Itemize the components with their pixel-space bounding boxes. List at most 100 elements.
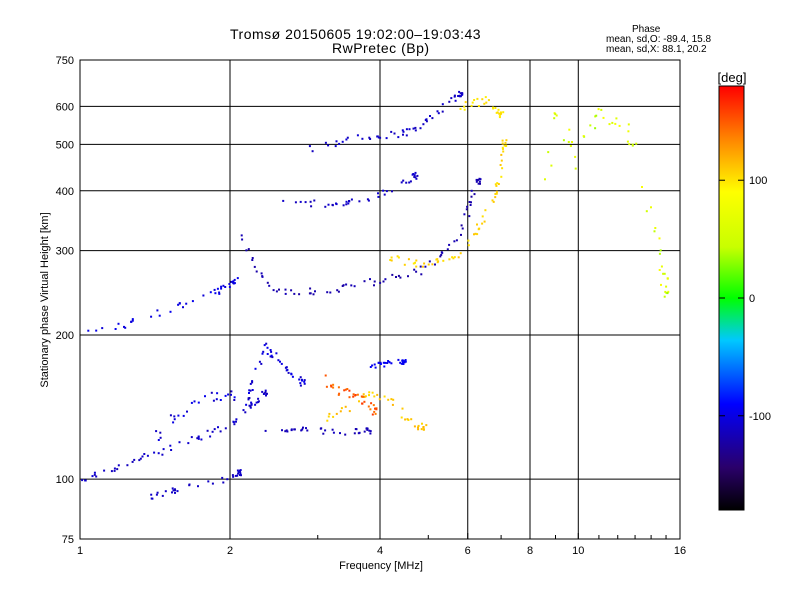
y-tick-label: 400 (56, 186, 74, 198)
echo-point (353, 285, 356, 288)
echo-point (385, 190, 388, 193)
echo-point (431, 263, 434, 266)
echo-point (340, 407, 343, 410)
echo-point (247, 398, 250, 401)
echo-point (285, 366, 288, 369)
echo-point (280, 362, 283, 365)
echo-point (378, 398, 381, 401)
echo-point (260, 272, 263, 275)
echo-point (202, 294, 205, 297)
echo-point (361, 137, 364, 140)
echo-point (155, 430, 158, 433)
echo-point (368, 429, 371, 432)
echo-point (335, 412, 338, 415)
echo-point (368, 394, 370, 397)
echo-point (224, 286, 227, 288)
echo-point (407, 275, 409, 278)
echo-point (481, 215, 484, 218)
echo-point (369, 430, 372, 433)
echo-point (286, 430, 289, 433)
echo-point (555, 114, 558, 117)
echo-point (369, 138, 372, 140)
echo-point (470, 201, 472, 204)
echo-point (157, 439, 160, 441)
echo-point (371, 413, 374, 416)
echo-point (265, 394, 267, 397)
echo-point (303, 382, 306, 385)
echo-point (294, 201, 297, 204)
echo-point (159, 436, 162, 439)
echo-point (427, 263, 430, 266)
echo-point (131, 318, 134, 321)
echo-point (344, 405, 347, 408)
echo-point (373, 395, 376, 398)
echo-point (401, 407, 404, 410)
echo-point (422, 123, 425, 126)
echo-point (305, 427, 307, 430)
echo-point (391, 403, 394, 406)
echo-point (595, 114, 598, 117)
y-tick-label: 300 (56, 246, 74, 258)
echo-point (330, 385, 333, 388)
echo-point (309, 287, 312, 290)
echo-point (130, 320, 133, 323)
echo-point (260, 362, 263, 365)
echo-point (361, 402, 364, 405)
echo-point (277, 359, 280, 362)
echo-point (412, 173, 415, 175)
echo-point (262, 350, 265, 353)
echo-point (366, 198, 369, 201)
echo-point (663, 272, 666, 275)
echo-point (341, 285, 344, 287)
echo-point (470, 195, 473, 198)
echo-point (285, 429, 288, 432)
echo-point (476, 97, 479, 100)
echo-point (399, 361, 402, 364)
echo-point (439, 255, 442, 258)
echo-point (314, 290, 316, 293)
echo-point (196, 437, 199, 440)
echo-point (187, 442, 190, 445)
echo-point (451, 256, 454, 259)
y-tick-label: 750 (56, 55, 74, 67)
echo-point (360, 395, 363, 398)
echo-point (197, 485, 199, 488)
echo-point (386, 362, 389, 364)
echo-point (392, 398, 395, 401)
echo-point (501, 139, 504, 142)
echo-point (271, 356, 274, 359)
echo-point (284, 430, 287, 433)
echo-point (424, 119, 427, 121)
echo-point (500, 159, 503, 162)
echo-point (345, 200, 348, 203)
y-tick-label: 500 (56, 139, 74, 151)
echo-point (87, 329, 90, 332)
echo-point (495, 190, 498, 193)
echo-point (358, 431, 361, 434)
echo-point (103, 469, 106, 472)
echo-point (356, 393, 359, 396)
echo-point (627, 130, 630, 133)
echo-point (363, 280, 366, 283)
echo-point (182, 414, 185, 417)
echo-point (597, 108, 600, 111)
echo-point (473, 233, 475, 236)
echo-point (185, 302, 188, 305)
echo-point (658, 269, 661, 271)
echo-point (162, 448, 165, 451)
echo-point (436, 110, 439, 113)
echo-point (353, 432, 356, 435)
echo-point (408, 128, 411, 131)
echo-point (356, 134, 359, 137)
echo-point (390, 256, 393, 259)
echo-point (494, 183, 497, 186)
echo-point (337, 386, 340, 389)
echo-point (204, 395, 206, 398)
echo-point (264, 429, 267, 432)
echo-point (385, 137, 388, 140)
echo-point (376, 393, 379, 396)
echo-point (155, 493, 158, 496)
echo-point (483, 102, 486, 105)
echo-point (161, 494, 164, 497)
echo-point (382, 361, 385, 364)
